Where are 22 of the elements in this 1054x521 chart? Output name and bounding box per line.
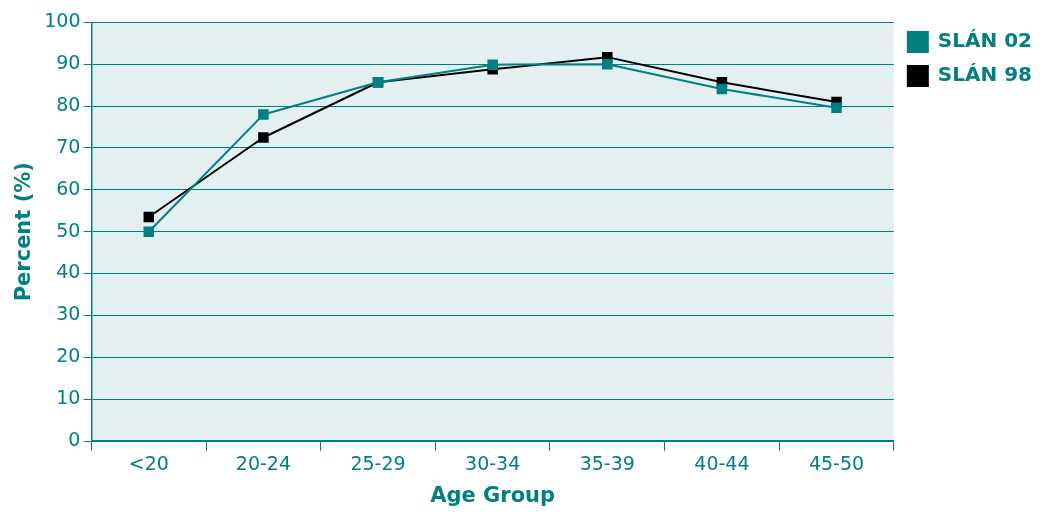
x-tick-label: 30-34 [465, 452, 521, 475]
legend-label: SLÁN 98 [937, 62, 1033, 87]
y-tick-label: 60 [56, 176, 81, 199]
legend-label: SLÁN 02 [937, 28, 1033, 53]
y-tick-label: 80 [56, 93, 81, 116]
x-tick-label: 25-29 [350, 452, 406, 475]
y-tick-label: 0 [68, 427, 81, 450]
x-tick-label: 45-50 [808, 452, 865, 475]
y-tick-label: 10 [56, 386, 81, 409]
y-tick-label: 70 [56, 134, 81, 157]
y-tick-label: 90 [56, 51, 81, 74]
y-tick-label: 100 [44, 9, 81, 32]
x-tick-label: 20-24 [235, 452, 292, 475]
x-tick-label: 35-39 [579, 452, 635, 475]
y-tick-label: 30 [56, 302, 81, 325]
x-tick-label: 40-44 [694, 452, 750, 475]
y-tick-label: 50 [56, 218, 81, 241]
y-axis-title: Percent (%) [11, 162, 36, 302]
x-tick-label: <20 [128, 452, 169, 475]
y-tick-label: 40 [56, 260, 81, 283]
y-tick-label: 20 [56, 344, 81, 367]
x-axis-title: Age Group [430, 482, 556, 507]
